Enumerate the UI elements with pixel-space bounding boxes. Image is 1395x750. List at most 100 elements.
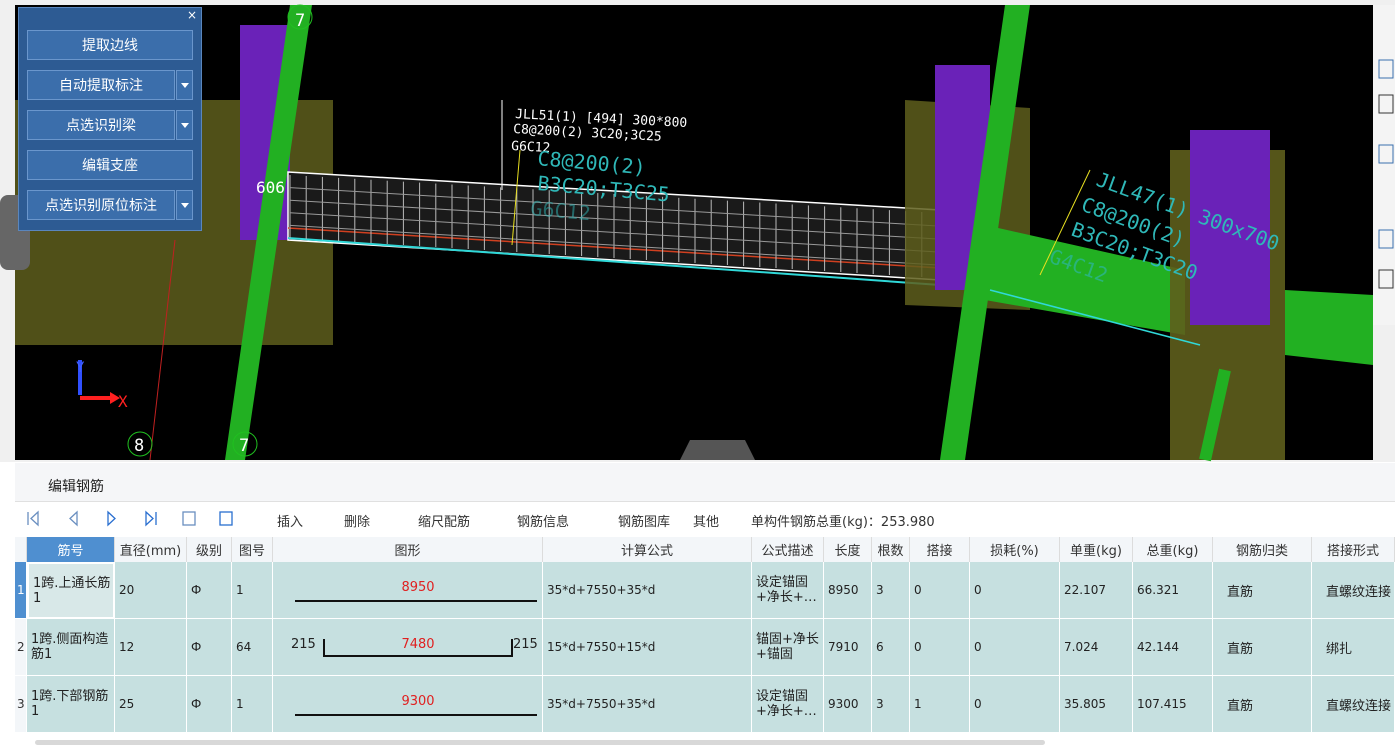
beam-label: G6C12 — [511, 139, 551, 156]
beam-3 — [1285, 290, 1373, 365]
cell-unit-weight: 22.107 — [1060, 562, 1133, 619]
first[interactable] — [27, 510, 39, 527]
scrollbar[interactable] — [35, 740, 1045, 745]
column-header: 级别 — [187, 537, 232, 562]
column-header: 总重(kg) — [1133, 537, 1213, 562]
cell-loss: 0 — [970, 676, 1060, 733]
figure-end: 215 — [513, 637, 538, 652]
cell-name: 1跨.侧面构造筋1 — [27, 619, 115, 676]
dropdown[interactable] — [176, 190, 193, 220]
cell-shape: 1 — [232, 562, 273, 619]
axis-marker: 7 — [295, 11, 305, 31]
axis-label: Y — [76, 360, 85, 376]
column-header: 公式描述 — [752, 537, 824, 562]
axis-marker: 8 — [134, 436, 144, 456]
prev[interactable] — [69, 510, 78, 527]
cell-loss: 0 — [970, 619, 1060, 676]
column-header: 图号 — [232, 537, 273, 562]
axis-label: X — [118, 392, 128, 411]
cell-count: 3 — [872, 562, 910, 619]
tool-icon[interactable] — [1378, 94, 1394, 114]
longitudinal-bar — [289, 199, 939, 240]
tool-icon[interactable] — [1378, 59, 1394, 79]
cell-formula: 35*d+7550+35*d — [543, 676, 752, 733]
tool-icon[interactable] — [1378, 229, 1394, 249]
cell-lap-type: 直螺纹连接 — [1312, 562, 1395, 619]
tool[interactable]: 其他 — [693, 515, 720, 530]
cell-unit-weight: 35.805 — [1060, 676, 1133, 733]
column-header: 单重(kg) — [1060, 537, 1133, 562]
cell-diameter: 20 — [115, 562, 187, 619]
button[interactable]: 编辑支座 — [27, 150, 193, 180]
cell-length: 7910 — [824, 619, 872, 676]
cell-lap-type: 直螺纹连接 — [1312, 676, 1395, 733]
header-corner — [15, 537, 27, 562]
tool-icon[interactable] — [1378, 269, 1394, 289]
up[interactable] — [182, 511, 196, 526]
column-header: 搭接 — [910, 537, 970, 562]
column-header: 搭接形式 — [1312, 537, 1395, 562]
collapse-handle[interactable] — [680, 440, 755, 460]
figure-end: 215 — [291, 637, 316, 652]
cell-length: 8950 — [824, 562, 872, 619]
cell-name: 1跨.下部钢筋1 — [27, 676, 115, 733]
axis-x-head — [110, 392, 120, 404]
cell-desc: 设定锚固+净长+… — [752, 562, 824, 619]
button[interactable]: 点选识别梁 — [27, 110, 175, 140]
wall — [225, 5, 312, 460]
grid-marker — [287, 4, 313, 30]
dropdown[interactable] — [176, 110, 193, 140]
cell-count: 3 — [872, 676, 910, 733]
figure-cell — [273, 562, 543, 619]
dropdown[interactable] — [176, 70, 193, 100]
cell-shape: 64 — [232, 619, 273, 676]
cell-grade: Ф — [187, 562, 232, 619]
cell-lap: 0 — [910, 619, 970, 676]
axis-line — [149, 239, 176, 461]
cell-diameter: 25 — [115, 676, 187, 733]
tool[interactable]: 插入 — [277, 515, 304, 530]
row-number: 1 — [15, 562, 27, 619]
column-header: 损耗(%) — [970, 537, 1060, 562]
wall — [940, 5, 1030, 460]
longitudinal-bar — [289, 224, 939, 266]
longitudinal-bar — [289, 187, 939, 227]
cell-lap: 1 — [910, 676, 970, 733]
tool[interactable]: 钢筋信息 — [517, 515, 570, 530]
nav-icons — [27, 510, 233, 527]
cell-lap: 0 — [910, 562, 970, 619]
side-toolbar — [1373, 5, 1395, 325]
beam-label: G6C12 — [530, 196, 592, 225]
column-header: 直径(mm) — [115, 537, 187, 562]
cell-total-weight: 107.415 — [1133, 676, 1213, 733]
figure-cell — [273, 619, 543, 676]
row-number: 2 — [15, 619, 27, 676]
cell-name: 1跨.上通长筋1 — [27, 562, 115, 619]
cell-total-weight: 42.144 — [1133, 619, 1213, 676]
down[interactable] — [219, 511, 233, 526]
tool[interactable]: 钢筋图库 — [618, 515, 671, 530]
tool[interactable]: 删除 — [344, 515, 371, 530]
column-header: 计算公式 — [543, 537, 752, 562]
row-number: 3 — [15, 676, 27, 733]
tool[interactable]: 缩尺配筋 — [418, 515, 471, 530]
cell-formula: 35*d+7550+35*d — [543, 562, 752, 619]
column-header: 长度 — [824, 537, 872, 562]
figure-length: 9300 — [401, 694, 435, 709]
close-button[interactable]: × — [186, 8, 197, 22]
button[interactable]: 点选识别原位标注 — [27, 190, 175, 220]
beam-2 — [985, 225, 1185, 335]
guide — [1039, 169, 1091, 276]
cell-total-weight: 66.321 — [1133, 562, 1213, 619]
cell-category: 直筋 — [1213, 619, 1312, 676]
last[interactable] — [145, 510, 157, 527]
panel-title: 编辑钢筋 — [48, 479, 104, 495]
3d-viewport[interactable]: JLL51(1) [494] 300*800 C8@200(2) 3C20;3C… — [0, 0, 1395, 462]
button[interactable]: 自动提取标注 — [27, 70, 175, 100]
button[interactable]: 提取边线 — [27, 30, 193, 60]
figure-length: 7480 — [401, 637, 435, 652]
next[interactable] — [107, 510, 116, 527]
tool-icon[interactable] — [1378, 144, 1394, 164]
beam-edge — [287, 237, 941, 286]
total-weight: 单构件钢筋总重(kg)：253.980 — [751, 515, 935, 530]
